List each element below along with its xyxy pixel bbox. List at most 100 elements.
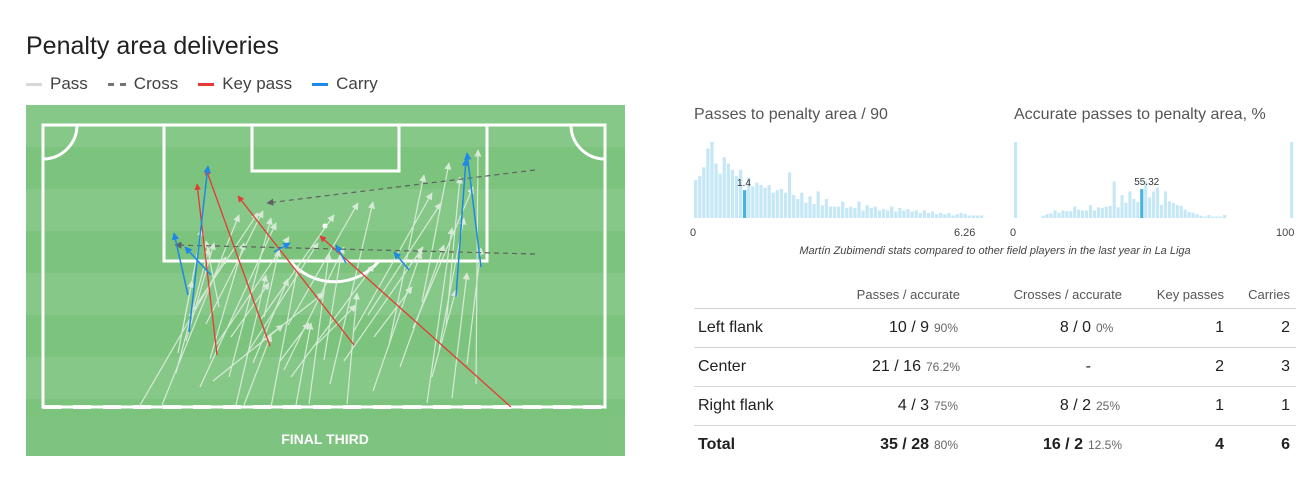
histogram-bar [853,207,857,218]
row-crosses: 8 / 0 0% [968,307,1130,348]
stats-table: Passes / accurate Crosses / accurate Key… [694,281,1296,464]
histogram-bar [841,201,845,218]
histogram-bar [1065,211,1069,218]
legend-item-key-pass: Key pass [198,74,292,94]
histogram-bar [1195,214,1199,218]
pass-arrow [431,289,458,378]
row-zone: Right flank [694,386,804,426]
pass-arrow [283,246,345,371]
histogram-bar [898,207,902,218]
histogram-bar [1069,211,1073,218]
pass-arrow [235,274,269,406]
pass-arrow [388,174,427,346]
pass-arrow [252,278,289,364]
histogram-bar [922,210,927,218]
histogram-bar [1096,207,1100,218]
histogram-bar [1053,210,1057,218]
histogram-bar [1223,214,1227,218]
histogram-bar [1073,206,1077,218]
key-pass-arrow [194,183,218,356]
histogram-bar [702,167,706,218]
bottom-strip [26,417,625,456]
histogram-bar [1112,181,1116,218]
histogram-bar [910,211,914,218]
pass-arrow [323,254,344,361]
pass-arrow [315,304,357,346]
row-passes: 21 / 16 76.2% [804,347,968,387]
histogram-bar [1045,214,1049,218]
row-passes-pct: 90% [934,320,959,335]
pass-arrow [287,202,359,326]
histogram-bar [1108,205,1112,218]
carry-arrow [184,246,212,276]
pass-arrow [373,286,413,338]
row-crosses: - [968,347,1130,387]
hist-max-label-passes: 6.26 [954,227,976,239]
histogram-bar [885,210,890,218]
histogram-bar [751,186,755,218]
histogram-bar [926,212,931,218]
histogram-bar [918,212,922,218]
histogram-bar [1104,206,1108,218]
total-key-passes: 4 [1215,435,1224,453]
carry-arrow [171,232,189,296]
row-passes-pct: 76.2% [925,359,960,374]
pass-arrow [343,246,424,362]
table-total-row: Total 35 / 28 80% 16 / 2 12.5% 4 6 [694,425,1296,464]
histogram-bar [1049,213,1053,218]
pass-arrow [263,249,282,318]
pass-line-icon [26,82,42,86]
histogram-bar [726,163,730,218]
histogram-bar [1179,205,1183,218]
hist-min-label-passes: 0 [690,227,697,239]
histogram-bar [775,190,779,218]
histogram-bar [1116,207,1120,218]
pass-arrow [421,162,452,303]
histogram-bar [734,176,739,218]
histogram-bar [1041,215,1045,218]
corner-arc-right [569,124,606,161]
pass-arrow [199,222,277,388]
histogram-bar [1152,191,1156,218]
histogram-bar [820,205,824,218]
histogram-bar [943,214,947,218]
legend-label-key-pass: Key pass [222,74,293,93]
legend-label-carry: Carry [336,74,378,93]
table-header-row: Passes / accurate Crosses / accurate Key… [694,281,1296,308]
histogram-bar [894,211,898,218]
histogram-bar [865,205,869,218]
histogram-highlight-label: 1.4 [737,178,751,189]
histogram-bar [718,173,722,218]
pass-arrow [228,217,273,378]
pass-arrow [279,322,310,362]
legend-item-pass: Pass [26,74,88,94]
histogram-bar [1124,202,1128,218]
histogram-bar [873,206,877,218]
pass-arrow [230,282,270,338]
histogram-bar [1211,216,1215,218]
total-crosses-pct: 12.5% [1087,437,1122,452]
histogram-bar [861,210,865,218]
total-zone: Total [698,435,736,453]
histogram-bar [1136,202,1140,218]
carry-arrow [188,165,211,333]
key-pass-arrow [237,195,355,346]
histogram-bar [1207,214,1211,218]
pass-arrow [203,240,220,308]
hist-max-label-accuracy: 100 [1276,227,1295,239]
histogram-bar [1167,201,1171,218]
carry-arrow [273,242,291,253]
histogram-bar [1088,205,1093,218]
goal-box [250,123,401,173]
histogram-bar [930,211,935,218]
histogram-bar [1175,205,1179,218]
total-passes: 35 / 28 80% [880,435,959,453]
histogram-bar [971,215,976,218]
hist-title-passes: Passes to penalty area / 90 [694,106,888,123]
histogram-bar [890,206,894,218]
pass-arrow [466,247,484,365]
table-row: Left flank 10 / 9 90% 8 / 0 0% 1 2 [694,307,1296,348]
histogram-bar [955,214,959,218]
histogram-bar [881,209,886,218]
row-key-passes: 2 [1130,347,1232,387]
